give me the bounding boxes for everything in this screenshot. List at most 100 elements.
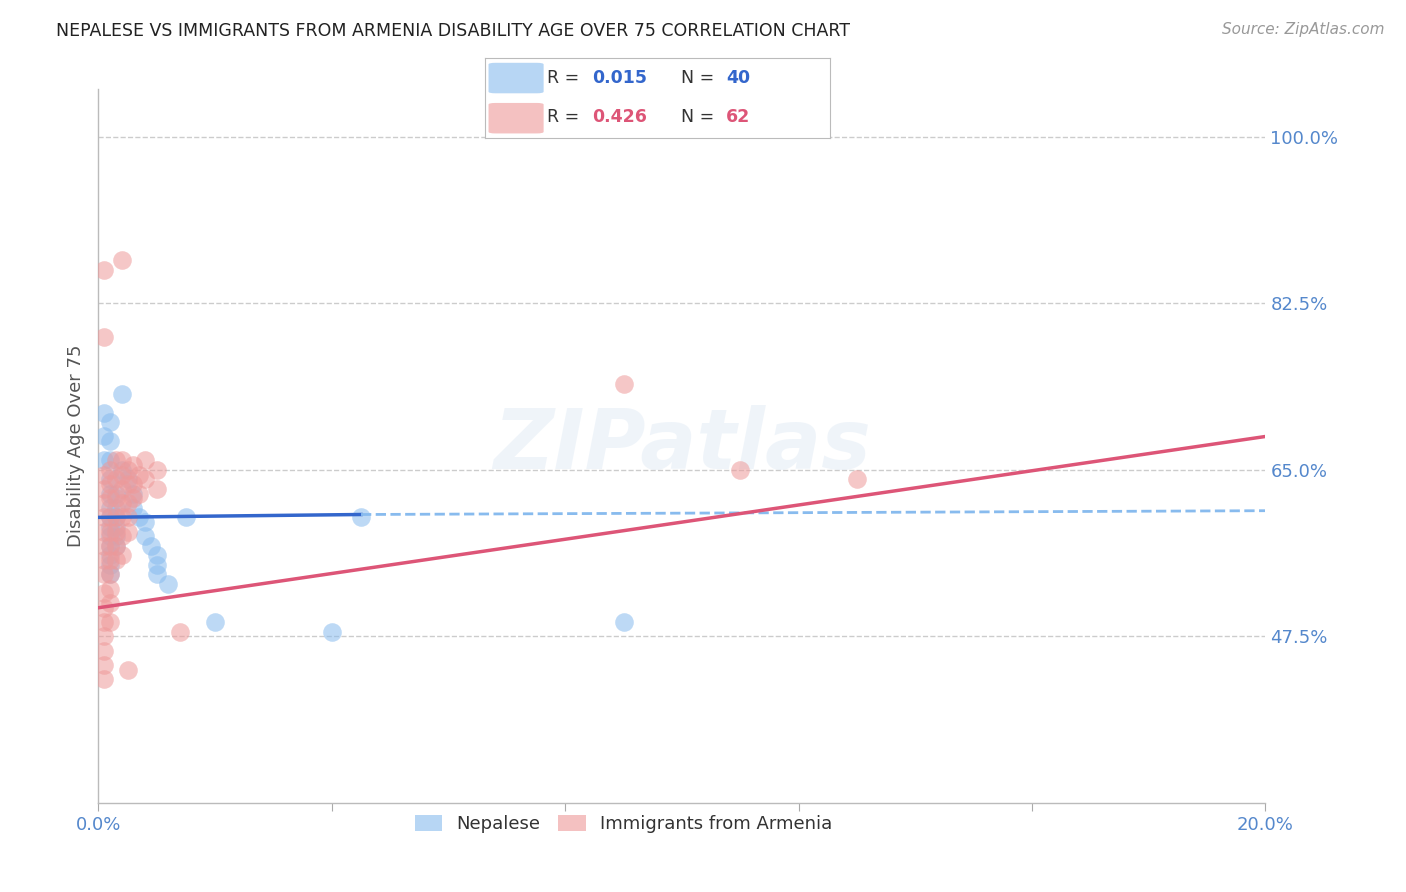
Point	[122, 458, 145, 472]
Point	[98, 529, 121, 543]
Point	[98, 510, 121, 524]
Point	[128, 486, 150, 500]
Point	[93, 406, 115, 420]
Point	[122, 491, 145, 506]
Point	[93, 496, 115, 510]
Point	[104, 453, 127, 467]
Point	[98, 582, 121, 596]
Point	[93, 510, 115, 524]
Text: 40: 40	[725, 69, 751, 87]
Point	[104, 472, 127, 486]
Text: R =: R =	[547, 69, 585, 87]
Point	[134, 515, 156, 529]
Text: NEPALESE VS IMMIGRANTS FROM ARMENIA DISABILITY AGE OVER 75 CORRELATION CHART: NEPALESE VS IMMIGRANTS FROM ARMENIA DISA…	[56, 22, 851, 40]
Point	[93, 586, 115, 600]
Y-axis label: Disability Age Over 75: Disability Age Over 75	[66, 344, 84, 548]
Point	[122, 500, 145, 515]
Text: N =: N =	[682, 69, 720, 87]
Legend: Nepalese, Immigrants from Armenia: Nepalese, Immigrants from Armenia	[408, 807, 839, 840]
Point	[146, 549, 169, 563]
Point	[93, 553, 115, 567]
Point	[98, 524, 121, 539]
Point	[104, 520, 127, 534]
Point	[111, 386, 134, 401]
Text: Source: ZipAtlas.com: Source: ZipAtlas.com	[1222, 22, 1385, 37]
Point	[98, 500, 121, 515]
Point	[139, 539, 162, 553]
Point	[98, 510, 121, 524]
Point	[111, 482, 134, 496]
Point	[98, 491, 121, 506]
Point	[93, 567, 115, 582]
Text: ZIPatlas: ZIPatlas	[494, 406, 870, 486]
Point	[104, 539, 127, 553]
Point	[98, 520, 121, 534]
Point	[117, 472, 139, 486]
Point	[98, 615, 121, 629]
Point	[98, 477, 121, 491]
Point	[98, 472, 121, 486]
Point	[117, 477, 139, 491]
Point	[122, 477, 145, 491]
Point	[117, 496, 139, 510]
Point	[134, 472, 156, 486]
Point	[104, 510, 127, 524]
Point	[98, 415, 121, 429]
FancyBboxPatch shape	[488, 62, 544, 94]
Point	[146, 558, 169, 572]
Point	[98, 539, 121, 553]
Point	[104, 553, 127, 567]
Point	[350, 510, 373, 524]
Point	[98, 463, 121, 477]
Point	[98, 567, 121, 582]
Point	[128, 510, 150, 524]
Point	[846, 472, 869, 486]
Point	[111, 463, 134, 477]
Point	[104, 539, 127, 553]
Point	[174, 510, 197, 524]
Text: 0.426: 0.426	[592, 109, 647, 127]
Point	[134, 453, 156, 467]
Point	[111, 496, 134, 510]
Point	[146, 482, 169, 496]
Point	[93, 453, 115, 467]
Point	[321, 624, 343, 639]
Point	[98, 539, 121, 553]
Point	[134, 529, 156, 543]
Point	[730, 463, 752, 477]
Point	[146, 567, 169, 582]
Point	[98, 558, 121, 572]
Point	[98, 549, 121, 563]
Point	[104, 500, 127, 515]
Point	[93, 600, 115, 615]
Point	[93, 467, 115, 482]
Point	[104, 529, 127, 543]
Point	[93, 429, 115, 443]
Point	[111, 453, 134, 467]
Point	[93, 482, 115, 496]
Point	[98, 434, 121, 449]
Point	[93, 672, 115, 686]
Text: 62: 62	[725, 109, 751, 127]
Point	[157, 577, 180, 591]
Point	[111, 549, 134, 563]
Point	[104, 524, 127, 539]
Point	[117, 510, 139, 524]
Point	[93, 657, 115, 672]
Point	[169, 624, 191, 639]
Point	[93, 329, 115, 343]
Text: N =: N =	[682, 109, 720, 127]
FancyBboxPatch shape	[488, 103, 544, 134]
Point	[93, 524, 115, 539]
Point	[111, 253, 134, 268]
Point	[122, 486, 145, 500]
Point	[104, 486, 127, 500]
Point	[93, 263, 115, 277]
Point	[98, 553, 121, 567]
Point	[93, 615, 115, 629]
Point	[104, 491, 127, 506]
Point	[146, 463, 169, 477]
Point	[111, 529, 134, 543]
Text: R =: R =	[547, 109, 585, 127]
Point	[204, 615, 226, 629]
